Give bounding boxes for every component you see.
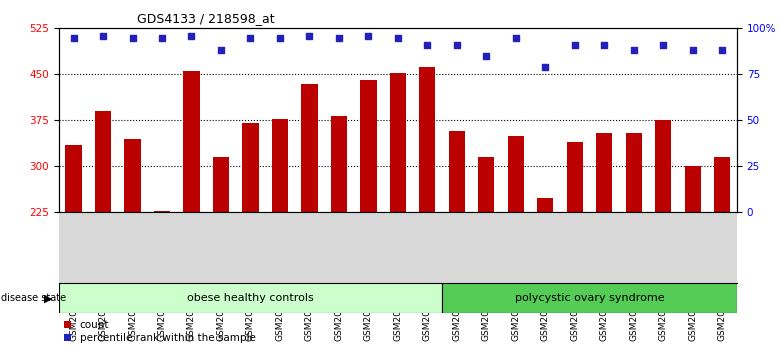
Bar: [714, 157, 731, 212]
Point: [185, 33, 198, 39]
Point: [96, 33, 109, 39]
Point: [274, 35, 286, 40]
Text: obese healthy controls: obese healthy controls: [187, 293, 314, 303]
Point: [303, 33, 316, 39]
Bar: [361, 80, 376, 212]
Bar: [448, 131, 465, 212]
Point: [156, 35, 169, 40]
Point: [421, 42, 434, 48]
Point: [391, 35, 405, 40]
Text: ▶: ▶: [44, 293, 53, 303]
Point: [67, 35, 80, 40]
Point: [687, 47, 699, 53]
Bar: [537, 198, 554, 212]
Point: [215, 47, 227, 53]
Bar: [567, 142, 583, 212]
Bar: [390, 73, 406, 212]
Point: [480, 53, 492, 59]
Bar: [95, 111, 111, 212]
Bar: [596, 133, 612, 212]
Bar: [65, 145, 82, 212]
Bar: [183, 71, 200, 212]
Bar: [626, 133, 642, 212]
Point: [598, 42, 611, 48]
Point: [716, 47, 728, 53]
Text: GDS4133 / 218598_at: GDS4133 / 218598_at: [137, 12, 275, 25]
Point: [627, 47, 640, 53]
Bar: [508, 136, 524, 212]
Bar: [442, 283, 737, 313]
Point: [539, 64, 552, 70]
Bar: [655, 120, 671, 212]
Point: [451, 42, 463, 48]
Point: [568, 42, 581, 48]
Bar: [59, 283, 442, 313]
Bar: [242, 124, 259, 212]
Bar: [125, 139, 140, 212]
Bar: [419, 67, 435, 212]
Bar: [154, 211, 170, 212]
Bar: [272, 119, 288, 212]
Point: [126, 35, 139, 40]
Bar: [301, 84, 318, 212]
Point: [244, 35, 256, 40]
Point: [657, 42, 670, 48]
Bar: [684, 166, 701, 212]
Point: [332, 35, 345, 40]
Legend: count, percentile rank within the sample: count, percentile rank within the sample: [60, 316, 260, 348]
Bar: [213, 157, 229, 212]
Bar: [331, 116, 347, 212]
Text: polycystic ovary syndrome: polycystic ovary syndrome: [515, 293, 664, 303]
Text: disease state: disease state: [1, 293, 66, 303]
Point: [362, 33, 375, 39]
Point: [510, 35, 522, 40]
Bar: [478, 157, 495, 212]
